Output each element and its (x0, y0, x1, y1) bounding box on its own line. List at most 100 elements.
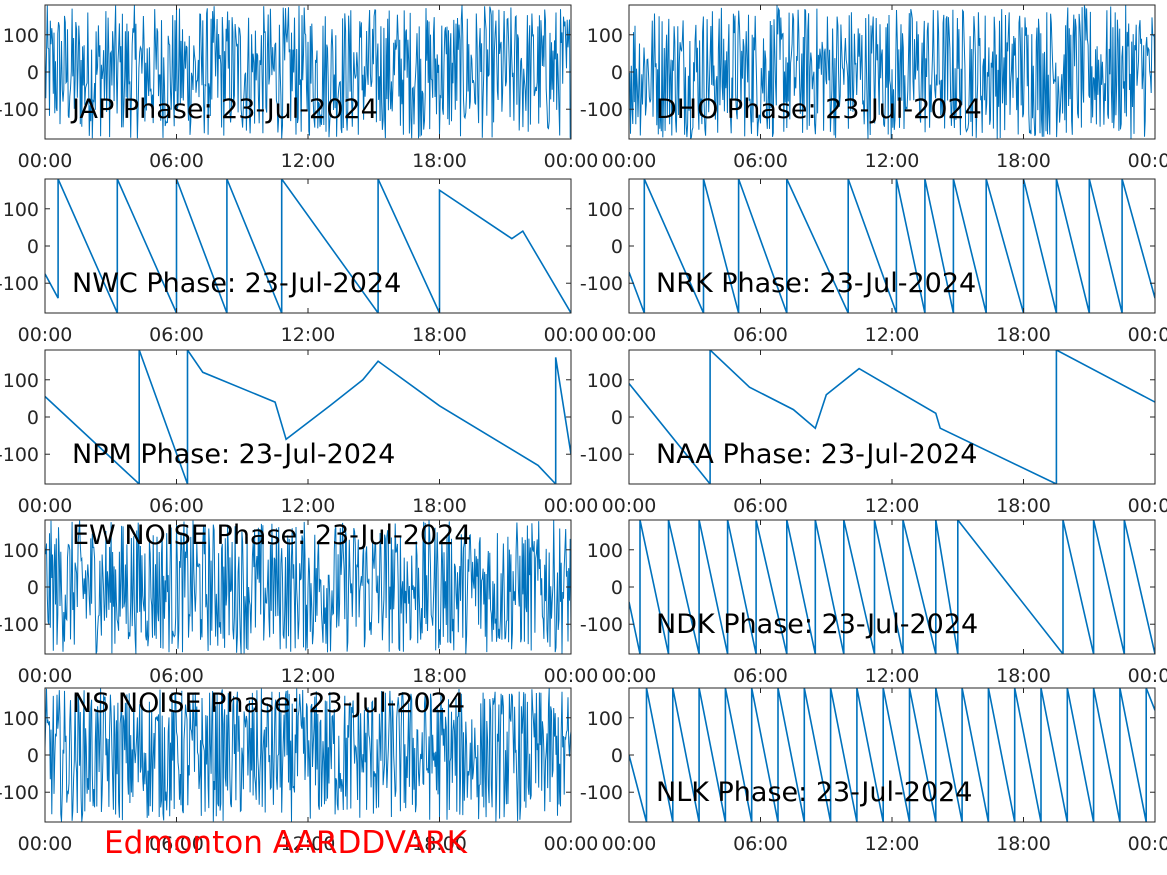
x-tick-label: 00:00 (602, 324, 657, 346)
panel-title: EW NOISE Phase: 23-Jul-2024 (72, 520, 471, 551)
y-tick-label: -100 (580, 782, 623, 804)
x-tick-label: 12:00 (865, 150, 920, 172)
y-tick-label: 100 (3, 370, 39, 392)
phase-series-line (629, 688, 1155, 822)
x-tick-label: 18:00 (996, 324, 1051, 346)
x-tick-label: 00:00 (1128, 495, 1167, 517)
x-tick-label: 00:00 (544, 665, 599, 687)
y-tick-label: 0 (27, 236, 39, 258)
y-tick-label: -100 (0, 782, 39, 804)
x-tick-label: 06:00 (733, 665, 788, 687)
x-tick-label: 06:00 (733, 495, 788, 517)
y-tick-label: -100 (0, 614, 39, 636)
phase-series-line (45, 688, 571, 822)
x-tick-label: 06:00 (733, 150, 788, 172)
x-tick-label: 00:00 (602, 665, 657, 687)
x-tick-label: 06:00 (149, 495, 204, 517)
x-tick-label: 12:00 (865, 833, 920, 855)
panel-title: DHO Phase: 23-Jul-2024 (656, 94, 982, 125)
x-tick-label: 00:00 (544, 150, 599, 172)
x-tick-label: 18:00 (996, 665, 1051, 687)
y-tick-label: 0 (27, 577, 39, 599)
x-tick-label: 00:00 (1128, 665, 1167, 687)
chart-panel: 100 0 -100 00:00 06:00 12:00 18:00 00:00 NS NOIS… (0, 687, 599, 855)
x-tick-label: 18:00 (412, 495, 467, 517)
y-tick-label: 100 (3, 708, 39, 730)
panel-title: NDK Phase: 23-Jul-2024 (656, 609, 978, 640)
y-tick-label: -100 (580, 273, 623, 295)
y-tick-label: 100 (3, 25, 39, 47)
y-tick-label: 0 (611, 62, 623, 84)
chart-panel: 100 0 -100 00:00 06:00 12:00 18:00 00:00 NPM Pha… (0, 349, 599, 517)
panel-title: NPM Phase: 23-Jul-2024 (72, 439, 395, 470)
x-tick-label: 12:00 (865, 665, 920, 687)
chart-panel: 100 0 -100 00:00 06:00 12:00 18:00 00:00 NRK Pha… (580, 178, 1167, 346)
chart-panel: 100 0 -100 00:00 06:00 12:00 18:00 00:00 DHO Pha… (580, 4, 1167, 172)
y-tick-label: -100 (580, 99, 623, 121)
x-tick-label: 00:00 (1128, 324, 1167, 346)
chart-panel: 100 0 -100 00:00 06:00 12:00 18:00 00:00 NLK Pha… (580, 687, 1167, 855)
x-tick-label: 12:00 (865, 324, 920, 346)
y-tick-label: -100 (0, 273, 39, 295)
y-tick-label: 0 (27, 62, 39, 84)
x-tick-label: 06:00 (149, 665, 204, 687)
phase-series-line (45, 5, 571, 139)
x-tick-label: 12:00 (865, 495, 920, 517)
x-tick-label: 00:00 (1128, 150, 1167, 172)
x-tick-label: 00:00 (18, 150, 73, 172)
y-tick-label: 100 (3, 199, 39, 221)
y-tick-label: 100 (587, 370, 623, 392)
x-tick-label: 00:00 (602, 833, 657, 855)
y-tick-label: -100 (580, 444, 623, 466)
panel-title: NS NOISE Phase: 23-Jul-2024 (72, 688, 465, 719)
y-tick-label: 0 (27, 407, 39, 429)
figure-footer-label: Edmonton AARDDVARK (104, 825, 468, 861)
panel-title: NWC Phase: 23-Jul-2024 (72, 268, 401, 299)
x-tick-label: 06:00 (149, 150, 204, 172)
x-tick-label: 18:00 (996, 495, 1051, 517)
x-tick-label: 12:00 (281, 833, 336, 855)
x-tick-label: 18:00 (412, 665, 467, 687)
phase-series-line (45, 350, 571, 484)
y-tick-label: 100 (587, 708, 623, 730)
x-tick-label: 00:00 (18, 833, 73, 855)
x-tick-label: 12:00 (281, 324, 336, 346)
x-tick-label: 06:00 (149, 324, 204, 346)
x-tick-label: 06:00 (733, 324, 788, 346)
phase-series-line (629, 179, 1155, 313)
x-tick-label: 00:00 (544, 833, 599, 855)
x-tick-label: 06:00 (149, 833, 204, 855)
chart-panel: 100 0 -100 00:00 06:00 12:00 18:00 00:00 EW NOIS… (0, 519, 599, 687)
x-tick-label: 00:00 (602, 495, 657, 517)
phase-series-line (629, 520, 1155, 654)
chart-panel: 100 0 -100 00:00 06:00 12:00 18:00 00:00 NWC Pha… (0, 178, 599, 346)
x-tick-label: 18:00 (996, 150, 1051, 172)
phase-series-line (45, 520, 571, 654)
x-tick-label: 12:00 (281, 150, 336, 172)
phase-series-line (45, 179, 571, 313)
y-tick-label: 100 (587, 540, 623, 562)
x-tick-label: 00:00 (1128, 833, 1167, 855)
phase-series-line (629, 350, 1155, 484)
x-tick-label: 18:00 (412, 150, 467, 172)
x-tick-label: 12:00 (281, 665, 336, 687)
y-tick-label: 0 (611, 407, 623, 429)
x-tick-label: 00:00 (18, 324, 73, 346)
x-tick-label: 06:00 (733, 833, 788, 855)
y-tick-label: 0 (27, 745, 39, 767)
x-tick-label: 18:00 (412, 324, 467, 346)
x-tick-label: 00:00 (602, 150, 657, 172)
y-tick-label: 0 (611, 745, 623, 767)
panel-title: NLK Phase: 23-Jul-2024 (656, 777, 972, 808)
y-tick-label: 100 (587, 25, 623, 47)
x-tick-label: 00:00 (544, 324, 599, 346)
x-tick-label: 12:00 (281, 495, 336, 517)
x-tick-label: 00:00 (18, 665, 73, 687)
panel-title: NRK Phase: 23-Jul-2024 (656, 268, 976, 299)
x-tick-label: 18:00 (996, 833, 1051, 855)
y-tick-label: 0 (611, 577, 623, 599)
y-tick-label: -100 (0, 444, 39, 466)
x-tick-label: 00:00 (544, 495, 599, 517)
x-tick-label: 18:00 (412, 833, 467, 855)
